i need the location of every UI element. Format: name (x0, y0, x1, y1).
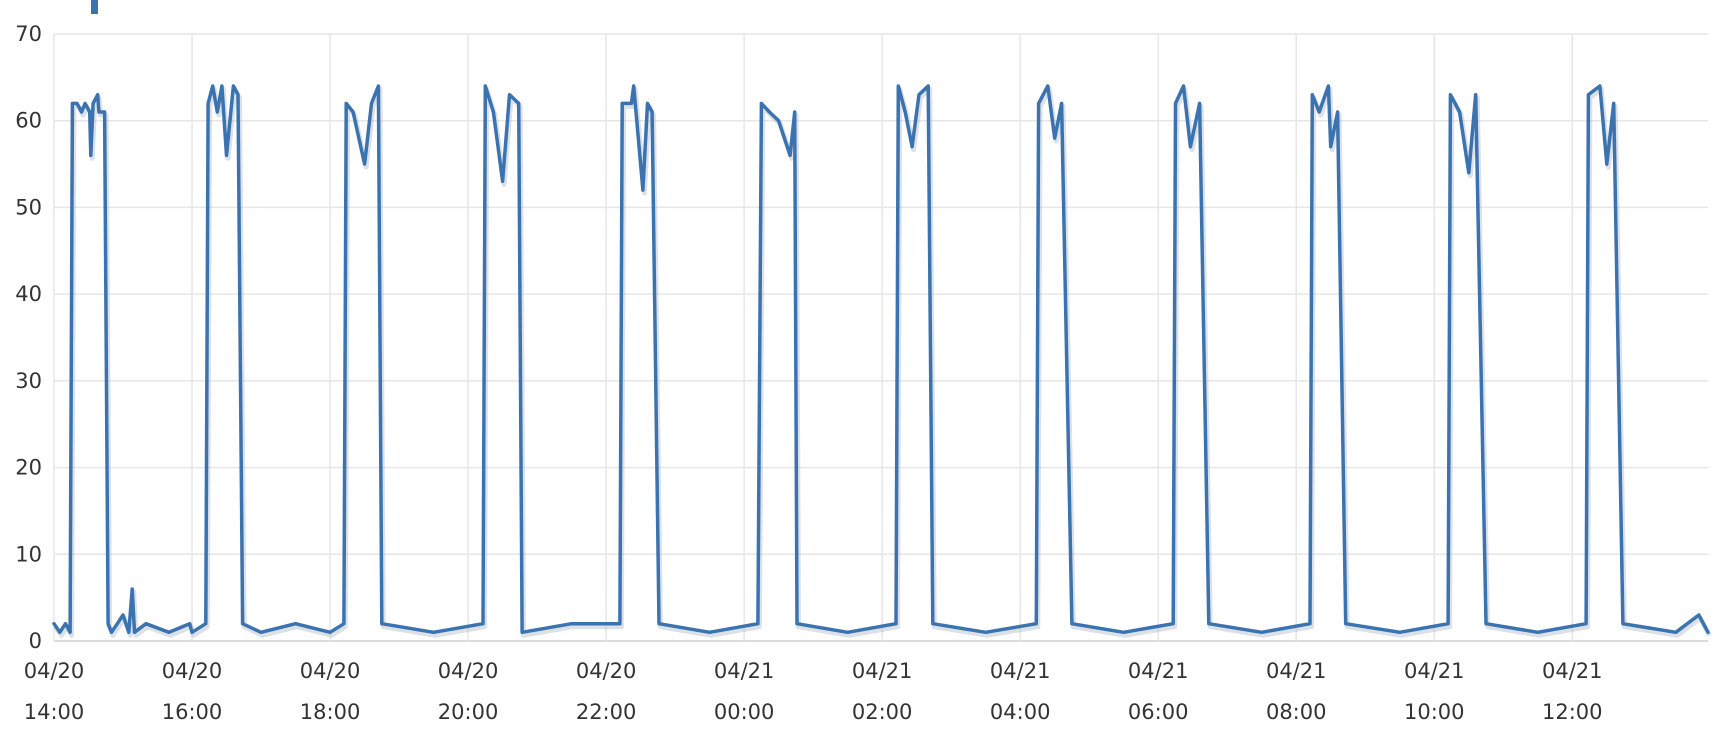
x-tick-time-label: 14:00 (24, 700, 85, 724)
x-tick-time-label: 04:00 (990, 700, 1051, 724)
y-tick-label: 30 (15, 369, 42, 393)
x-tick-date-label: 04/21 (1404, 659, 1465, 683)
legend-swatch (91, 0, 98, 14)
x-tick-date-label: 04/21 (714, 659, 775, 683)
y-tick-label: 40 (15, 282, 42, 306)
x-tick-time-label: 02:00 (852, 700, 913, 724)
x-tick-date-label: 04/21 (1128, 659, 1189, 683)
x-tick-time-label: 22:00 (576, 700, 637, 724)
x-gridlines (53, 34, 1574, 641)
x-tick-date-label: 04/21 (852, 659, 913, 683)
x-tick-time-label: 00:00 (714, 700, 775, 724)
x-tick-date-label: 04/21 (1266, 659, 1327, 683)
x-tick-date-label: 04/20 (162, 659, 223, 683)
x-tick-time-label: 20:00 (438, 700, 499, 724)
y-tick-label: 20 (15, 456, 42, 480)
x-tick-date-label: 04/21 (990, 659, 1051, 683)
x-tick-date-label: 04/20 (24, 659, 85, 683)
x-axis-tick-labels: 04/20 14:00 04/20 16:00 04/20 18:00 04/20 20:00… (24, 659, 1603, 724)
series-line (52, 84, 1710, 635)
y-axis-tick-labels: 0 10 20 30 40 50 60 70 (15, 22, 42, 653)
x-tick-time-label: 06:00 (1128, 700, 1189, 724)
x-tick-date-label: 04/20 (300, 659, 361, 683)
y-tick-label: 0 (29, 629, 42, 653)
x-tick-date-label: 04/20 (576, 659, 637, 683)
y-tick-label: 60 (15, 109, 42, 133)
x-tick-time-label: 16:00 (162, 700, 223, 724)
y-tick-label: 50 (15, 195, 42, 219)
x-tick-time-label: 18:00 (300, 700, 361, 724)
x-tick-time-label: 10:00 (1404, 700, 1465, 724)
series-line-group (52, 84, 1712, 638)
x-tick-date-label: 04/20 (438, 659, 499, 683)
y-tick-label: 70 (15, 22, 42, 46)
x-tick-date-label: 04/21 (1542, 659, 1603, 683)
y-tick-label: 10 (15, 542, 42, 566)
x-tick-time-label: 12:00 (1542, 700, 1603, 724)
x-tick-time-label: 08:00 (1266, 700, 1327, 724)
